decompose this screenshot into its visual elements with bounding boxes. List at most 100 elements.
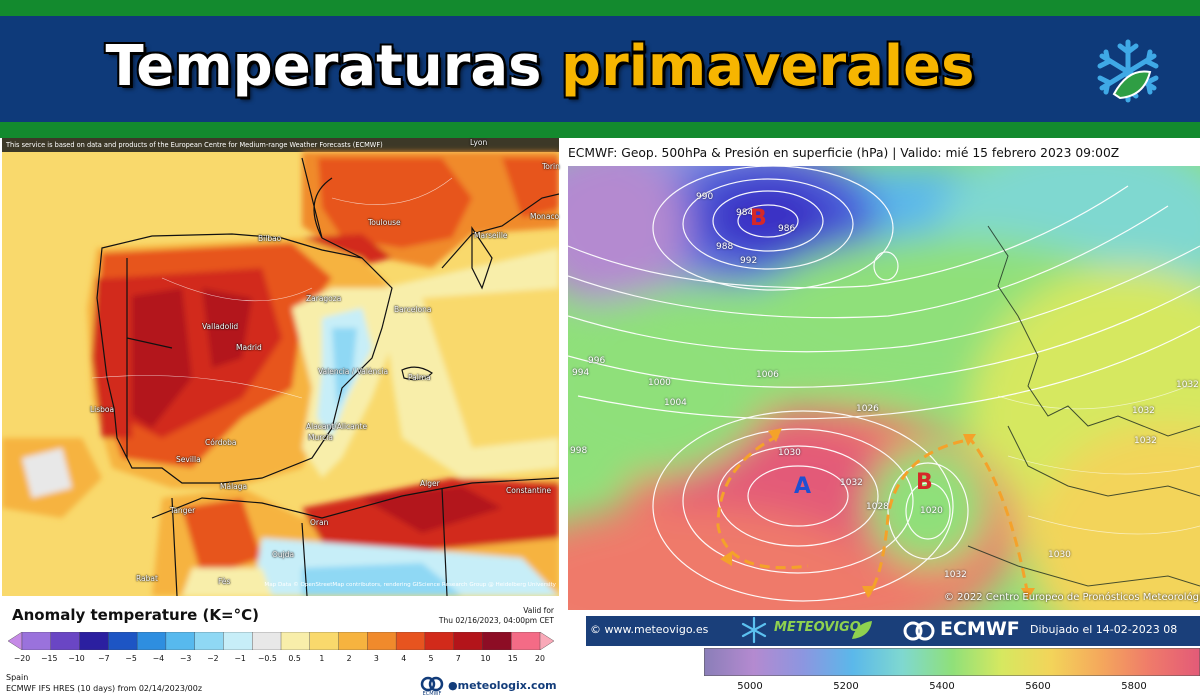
city-label: Madrid xyxy=(236,343,262,352)
scale-tick-label: 20 xyxy=(535,654,545,663)
pressure-label: 1032 xyxy=(840,478,863,488)
meteovigo-brand: METEOVIGO xyxy=(774,620,861,635)
scale-tick-label: 2 xyxy=(346,654,352,663)
geo-tick-label: 5000 xyxy=(737,681,763,692)
ecmwf-logo-icon xyxy=(903,621,935,641)
meteologix-globe-icon: ● xyxy=(448,679,458,692)
pressure-label: 1032 xyxy=(1176,380,1199,390)
low-pressure-marker: B xyxy=(750,206,767,231)
geo-tick-label: 5200 xyxy=(833,681,859,692)
pressure-label: 1020 xyxy=(920,506,943,516)
scale-tick-label: 7 xyxy=(455,654,461,663)
scale-swatch xyxy=(280,632,311,650)
ecmwf-logo-icon: ECMWF xyxy=(420,676,444,696)
legend-title: Anomaly temperature (K=°C) xyxy=(12,606,259,624)
valid-label: Valid for xyxy=(523,606,554,615)
scale-swatch xyxy=(453,632,484,650)
scale-tick-label: −0.5 xyxy=(257,654,277,663)
city-label: Alacant/Alicante xyxy=(306,422,368,431)
scale-tick-label: −1 xyxy=(234,654,246,663)
scale-tick-label: −2 xyxy=(207,654,219,663)
title-word-1: Temperaturas xyxy=(105,34,542,99)
high-pressure-marker: A xyxy=(794,474,812,499)
header-band xyxy=(0,16,1200,122)
scale-tick-label: −4 xyxy=(152,654,165,663)
pressure-label: 990 xyxy=(696,192,714,202)
scale-tick-label: −15 xyxy=(41,654,58,663)
pressure-label: 1030 xyxy=(1048,550,1071,560)
pressure-label: 1028 xyxy=(866,502,889,512)
pressure-label: 1032 xyxy=(944,570,967,580)
scale-swatch xyxy=(511,632,541,650)
page-title: Temperaturas primaverales xyxy=(0,22,1080,112)
city-label: Fès xyxy=(218,577,231,586)
footer-bar xyxy=(586,616,1200,646)
anomaly-color-scale xyxy=(8,632,554,650)
header-top-strip xyxy=(0,0,1200,16)
pressure-label: 988 xyxy=(716,242,734,252)
scale-swatch xyxy=(21,632,52,650)
snowflake-leaf-logo-icon xyxy=(1097,39,1159,103)
scale-swatch xyxy=(50,632,81,650)
pressure-label: 986 xyxy=(778,224,796,234)
geopotential-pressure-map xyxy=(568,166,1200,610)
pressure-map-title: ECMWF: Geop. 500hPa & Presión en superfi… xyxy=(568,146,1120,160)
scale-tick-label: 10 xyxy=(480,654,491,663)
scale-tick-label: 0.5 xyxy=(288,654,301,663)
pressure-label: 992 xyxy=(740,256,758,266)
valid-time: Thu 02/16/2023, 04:00pm CET xyxy=(438,616,554,625)
scale-swatch xyxy=(367,632,397,650)
pressure-label: 994 xyxy=(572,368,590,378)
city-label: Toulouse xyxy=(368,218,401,227)
pressure-label: 1030 xyxy=(778,448,801,458)
scale-swatch xyxy=(194,632,225,650)
scale-tick-label: −7 xyxy=(98,654,110,663)
pressure-label: 1032 xyxy=(1132,406,1155,416)
scale-tick-label: 4 xyxy=(401,654,407,663)
geopotential-color-scale xyxy=(704,648,1200,676)
anomaly-map-panel: This service is based on data and produc… xyxy=(0,138,560,700)
scale-swatch xyxy=(482,632,512,650)
scale-tick-label: −3 xyxy=(179,654,192,663)
scale-tick-label: −10 xyxy=(68,654,85,663)
pressure-label: 998 xyxy=(570,446,588,456)
pressure-map-panel: ECMWF: Geop. 500hPa & Presión en superfi… xyxy=(566,140,1200,700)
geo-tick-label: 5400 xyxy=(929,681,955,692)
scale-tick-label: −5 xyxy=(125,654,137,663)
anomaly-temperature-map xyxy=(2,138,559,596)
title-word-2: primaverales xyxy=(561,34,975,99)
pressure-label: 984 xyxy=(736,208,754,218)
ecmwf-copyright: © 2022 Centro Europeo de Pronósticos Met… xyxy=(944,592,1200,603)
city-label: Zaragoza xyxy=(306,294,342,303)
scale-swatch xyxy=(539,632,554,650)
pressure-label: 1004 xyxy=(664,398,687,408)
scale-swatch xyxy=(8,632,23,650)
city-label: Marseille xyxy=(474,231,508,240)
meteologix-brand-text: meteologix.com xyxy=(457,679,557,692)
map-attribution: Map Data © OpenStreetMap contributors, r… xyxy=(264,582,556,588)
geo-tick-label: 5800 xyxy=(1121,681,1147,692)
scale-swatch xyxy=(223,632,253,650)
pressure-label: 1032 xyxy=(1134,436,1157,446)
website-label: © www.meteovigo.es xyxy=(590,623,709,636)
city-label: Oran xyxy=(310,518,329,527)
city-label: Monaco xyxy=(530,212,560,221)
city-label: Bilbao xyxy=(258,234,282,243)
city-label: Tanger xyxy=(170,506,196,515)
scale-swatch xyxy=(309,632,340,650)
city-label: Lyon xyxy=(470,138,488,147)
scale-swatch xyxy=(338,632,369,650)
city-label: Valladolid xyxy=(202,322,239,331)
scale-swatch xyxy=(136,632,167,650)
low-pressure-marker: B xyxy=(916,470,933,495)
city-label: Palma xyxy=(408,373,431,382)
scale-tick-label: −20 xyxy=(13,654,31,663)
model-label: ECMWF IFS HRES (10 days) from 02/14/2023… xyxy=(6,684,203,693)
leaf-icon xyxy=(852,621,872,639)
city-label: Oujda xyxy=(272,550,295,559)
region-label: Spain xyxy=(6,673,29,682)
scale-swatch xyxy=(424,632,455,650)
scale-swatch xyxy=(252,632,282,650)
scale-swatch xyxy=(79,632,110,650)
